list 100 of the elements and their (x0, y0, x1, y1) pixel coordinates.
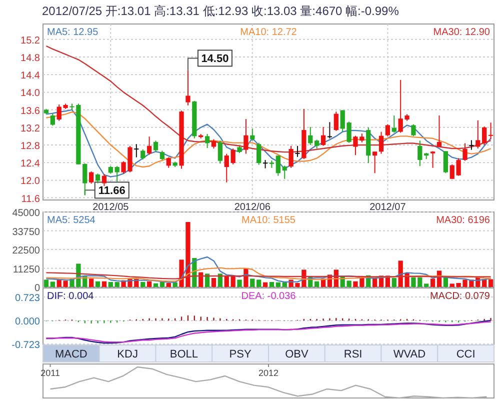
candlestick (250, 128, 255, 142)
y-tick-label: 12.0 (20, 176, 40, 188)
text: MA10: 5155 (242, 215, 296, 226)
candlestick (295, 145, 300, 158)
candlestick (244, 118, 248, 154)
candlestick (462, 142, 468, 162)
y-tick-label: 15.2 (20, 35, 40, 46)
text: PSY (229, 348, 252, 360)
text: OBV (285, 348, 309, 360)
candlestick (488, 122, 494, 140)
candlestick (436, 115, 442, 148)
text: WVAD (393, 348, 426, 360)
candlestick (160, 150, 165, 160)
candlestick (392, 115, 396, 134)
candlestick (385, 124, 390, 137)
candlestick (218, 140, 222, 164)
annotation: 11.66 (98, 185, 126, 198)
candlestick (186, 70, 190, 106)
text: BOLL (170, 348, 198, 360)
annotation: 14.50 (201, 53, 229, 66)
x-tick-label: 2012/05 (92, 202, 130, 213)
candlestick (166, 156, 171, 168)
bar (262, 282, 268, 287)
x-tick-label: 2012/07 (370, 202, 406, 213)
bar (424, 284, 429, 287)
bar (237, 280, 242, 287)
candlestick (153, 140, 158, 152)
bar (372, 278, 378, 287)
bar (250, 278, 255, 287)
candlestick (320, 126, 326, 146)
y-tick-label: 14.8 (20, 53, 40, 64)
bar (95, 281, 100, 287)
candlestick (204, 134, 210, 149)
bar (256, 280, 262, 287)
bar (114, 282, 120, 287)
bar (146, 281, 152, 287)
text: DIF: 0.004 (47, 291, 94, 302)
candlestick (146, 136, 152, 156)
candlestick (327, 122, 332, 139)
bar (204, 274, 210, 287)
y-tick-label: 14.0 (20, 88, 40, 100)
candlestick (308, 126, 313, 146)
candlestick (476, 120, 480, 150)
y-tick-label: 0.000 (14, 316, 40, 328)
x-tick-label: 2012/06 (234, 202, 271, 213)
x-tick-label: 2012 (258, 368, 279, 378)
candlestick (443, 150, 448, 174)
bar (140, 282, 146, 287)
candlestick (430, 150, 436, 168)
bar (44, 280, 49, 287)
candlestick (378, 131, 384, 154)
text: CCI (456, 348, 476, 360)
candlestick (211, 138, 216, 150)
bar (50, 282, 55, 287)
y-tick-label: 0.723 (14, 293, 40, 304)
candlestick (134, 144, 139, 158)
bar (269, 282, 274, 287)
bar (488, 279, 494, 287)
y-tick-label: 13.2 (20, 123, 40, 134)
y-tick-label: -0.723 (12, 340, 40, 352)
bar (276, 282, 280, 287)
series-label: MACD: 0.079 (430, 291, 490, 302)
text: MA30: 6196 (436, 215, 490, 226)
candlestick (95, 173, 100, 184)
text: KDJ (117, 348, 138, 360)
text: DEA: -0.036 (241, 291, 296, 302)
bar (89, 278, 94, 287)
bar (160, 282, 165, 287)
text: MA5: 12.95 (47, 27, 99, 38)
text: MA5: 5254 (47, 215, 96, 226)
text: RSI (344, 348, 362, 360)
bar (282, 282, 287, 287)
bar (430, 278, 436, 287)
y-tick-label: 12.4 (20, 158, 40, 170)
bar (102, 281, 107, 287)
candlestick (334, 111, 338, 132)
candlestick (482, 126, 487, 146)
bar (211, 278, 216, 287)
text: MA30: 12.90 (433, 27, 490, 38)
candlestick (89, 170, 94, 184)
candlestick (276, 155, 280, 176)
text: MA10: 12.72 (240, 27, 298, 38)
candlestick (102, 174, 107, 186)
y-tick-label: 11250 (12, 264, 40, 276)
candlestick (418, 140, 422, 167)
candlestick (140, 148, 146, 160)
candlestick (262, 159, 268, 169)
y-tick-label: 11.6 (21, 194, 40, 205)
y-tick-label: 12.8 (20, 141, 40, 152)
line-series (46, 256, 492, 283)
candlestick (411, 124, 416, 137)
bar (166, 283, 171, 287)
candlestick (256, 142, 262, 166)
candlestick (469, 140, 474, 150)
bar (108, 282, 113, 287)
chart-title: 2012/07/25 开:13.01 高:13.31 低:12.93 收:13.03 量:4670 幅:-0.99% (42, 4, 400, 18)
y-tick-label: 33750 (12, 226, 40, 238)
candlestick (288, 145, 294, 168)
y-tick-label: 13.6 (20, 106, 40, 117)
y-tick-label: 14.4 (20, 70, 40, 82)
